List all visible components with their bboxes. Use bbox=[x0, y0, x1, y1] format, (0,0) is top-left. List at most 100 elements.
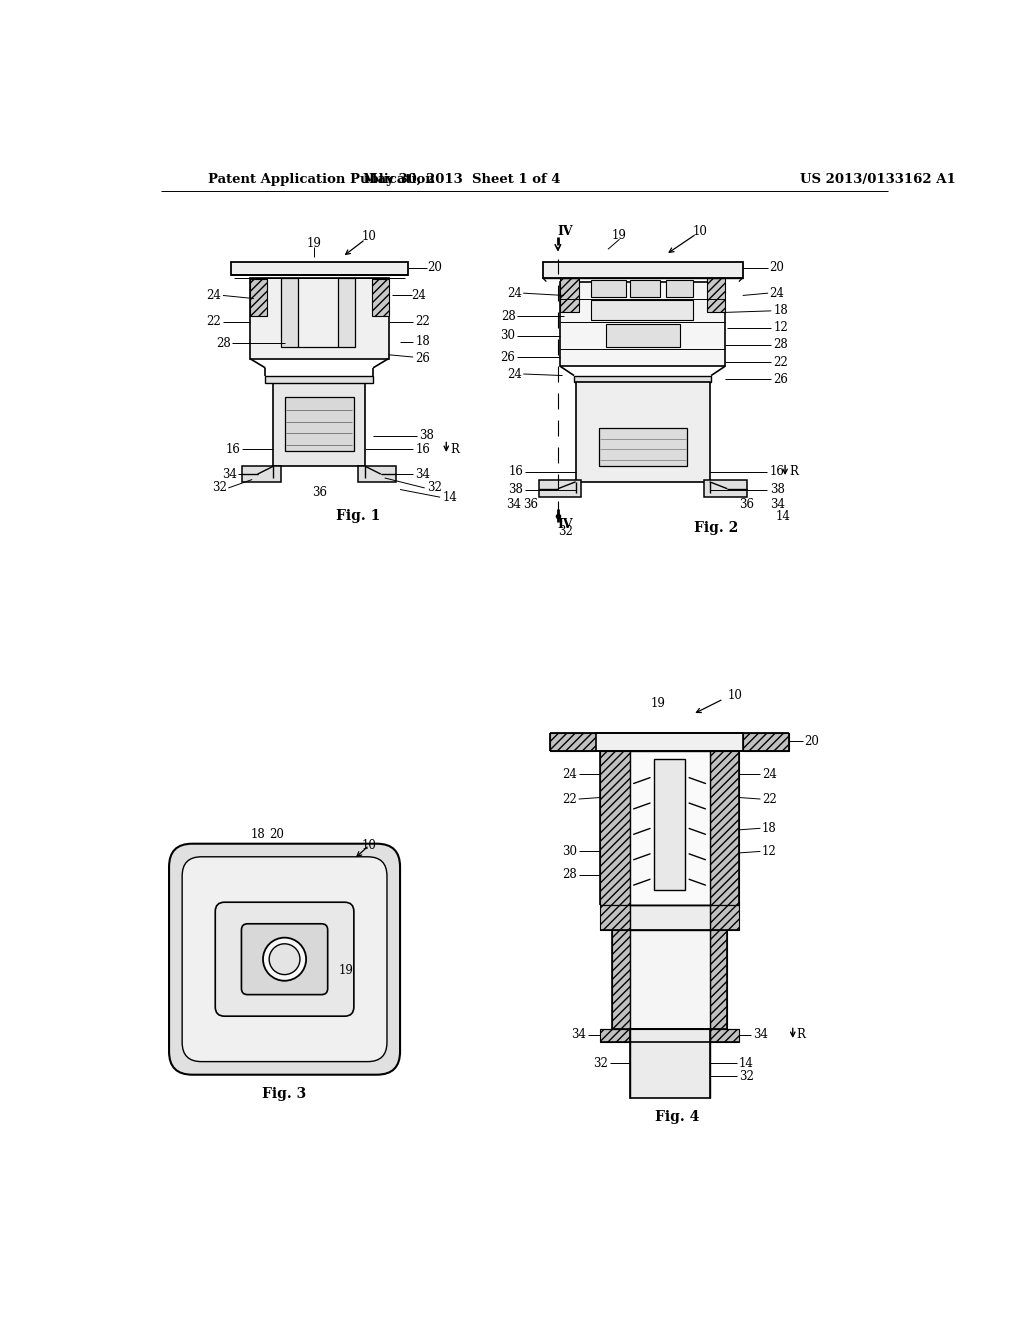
Text: 28: 28 bbox=[501, 310, 515, 323]
Text: US 2013/0133162 A1: US 2013/0133162 A1 bbox=[801, 173, 956, 186]
Bar bbox=[666, 280, 692, 297]
Bar bbox=[742, 733, 788, 751]
Text: 19: 19 bbox=[650, 697, 666, 710]
Bar bbox=[630, 929, 710, 1028]
Text: 32: 32 bbox=[212, 482, 226, 495]
Text: 16: 16 bbox=[770, 465, 784, 478]
Bar bbox=[543, 263, 742, 277]
Text: 12: 12 bbox=[773, 321, 788, 334]
Text: 19: 19 bbox=[339, 964, 353, 977]
Bar bbox=[630, 906, 710, 929]
Text: 36: 36 bbox=[523, 499, 539, 511]
Text: 36: 36 bbox=[311, 486, 327, 499]
Text: 24: 24 bbox=[507, 367, 521, 380]
Text: 26: 26 bbox=[501, 351, 515, 363]
Text: 18: 18 bbox=[762, 822, 777, 834]
Text: 34: 34 bbox=[506, 499, 521, 511]
Text: 26: 26 bbox=[416, 352, 430, 366]
Text: R: R bbox=[797, 1028, 806, 1041]
FancyBboxPatch shape bbox=[242, 924, 328, 995]
Text: 16: 16 bbox=[226, 444, 241, 455]
Text: 24: 24 bbox=[762, 768, 777, 781]
Text: Patent Application Publication: Patent Application Publication bbox=[208, 173, 434, 186]
Bar bbox=[710, 751, 739, 906]
Text: 10: 10 bbox=[361, 231, 377, 243]
Text: 24: 24 bbox=[207, 289, 221, 302]
Text: 34: 34 bbox=[222, 467, 237, 480]
Text: 20: 20 bbox=[804, 735, 819, 748]
Bar bbox=[265, 375, 373, 383]
Text: 22: 22 bbox=[773, 356, 788, 370]
Text: 28: 28 bbox=[216, 337, 230, 350]
Bar bbox=[600, 906, 630, 929]
Bar bbox=[285, 397, 354, 451]
Bar bbox=[250, 280, 267, 317]
Text: 32: 32 bbox=[558, 524, 573, 537]
Bar bbox=[611, 929, 630, 1028]
Circle shape bbox=[269, 944, 300, 974]
Text: 32: 32 bbox=[739, 1069, 754, 1082]
Text: 18: 18 bbox=[416, 335, 430, 348]
Text: 36: 36 bbox=[739, 499, 754, 511]
Text: 10: 10 bbox=[361, 838, 377, 851]
Bar bbox=[599, 428, 687, 466]
Text: 32: 32 bbox=[593, 1056, 608, 1069]
Bar bbox=[591, 300, 692, 321]
Bar bbox=[630, 1028, 710, 1098]
Text: May 30, 2013  Sheet 1 of 4: May 30, 2013 Sheet 1 of 4 bbox=[362, 173, 560, 186]
Text: 38: 38 bbox=[419, 429, 434, 442]
FancyBboxPatch shape bbox=[215, 903, 354, 1016]
Bar bbox=[600, 751, 630, 906]
Text: 18: 18 bbox=[773, 305, 788, 317]
Text: 14: 14 bbox=[442, 491, 458, 504]
Bar bbox=[230, 263, 408, 276]
Bar bbox=[630, 751, 710, 906]
Bar bbox=[606, 323, 680, 347]
Text: Fig. 4: Fig. 4 bbox=[655, 1110, 699, 1125]
Text: 22: 22 bbox=[207, 315, 221, 329]
Text: 19: 19 bbox=[612, 228, 627, 242]
Bar bbox=[591, 280, 626, 297]
Text: 10: 10 bbox=[727, 689, 742, 702]
Text: 16: 16 bbox=[508, 465, 523, 478]
Text: 14: 14 bbox=[776, 510, 791, 523]
Bar bbox=[539, 480, 581, 498]
FancyBboxPatch shape bbox=[169, 843, 400, 1074]
Text: R: R bbox=[788, 465, 798, 478]
Text: 14: 14 bbox=[739, 1056, 754, 1069]
Text: 24: 24 bbox=[770, 286, 784, 300]
Text: 34: 34 bbox=[770, 499, 784, 511]
FancyBboxPatch shape bbox=[182, 857, 387, 1061]
Text: 16: 16 bbox=[416, 444, 430, 455]
Text: 22: 22 bbox=[762, 792, 777, 805]
Text: 28: 28 bbox=[773, 338, 788, 351]
Bar bbox=[550, 733, 596, 751]
Text: 18: 18 bbox=[250, 828, 265, 841]
Bar bbox=[600, 1028, 630, 1043]
Text: Fig. 1: Fig. 1 bbox=[336, 510, 380, 524]
Bar bbox=[560, 281, 725, 367]
Bar bbox=[575, 381, 710, 482]
Text: 10: 10 bbox=[693, 224, 708, 238]
Text: 38: 38 bbox=[508, 483, 523, 496]
Text: 22: 22 bbox=[416, 315, 430, 329]
Bar bbox=[596, 733, 742, 751]
Text: Fig. 3: Fig. 3 bbox=[262, 1086, 306, 1101]
Text: 12: 12 bbox=[762, 845, 777, 858]
Bar bbox=[710, 1028, 739, 1043]
Circle shape bbox=[263, 937, 306, 981]
Text: 24: 24 bbox=[412, 289, 426, 302]
Text: 20: 20 bbox=[427, 261, 442, 275]
Text: 38: 38 bbox=[770, 483, 784, 496]
Text: R: R bbox=[451, 444, 459, 455]
Text: 22: 22 bbox=[562, 792, 578, 805]
Text: 24: 24 bbox=[562, 768, 578, 781]
Bar bbox=[705, 480, 746, 498]
Text: 34: 34 bbox=[416, 467, 430, 480]
Text: 32: 32 bbox=[427, 482, 442, 495]
Bar bbox=[243, 466, 281, 482]
Bar bbox=[710, 929, 727, 1028]
Bar bbox=[654, 759, 685, 890]
Text: 30: 30 bbox=[562, 845, 578, 858]
Bar bbox=[281, 277, 298, 347]
